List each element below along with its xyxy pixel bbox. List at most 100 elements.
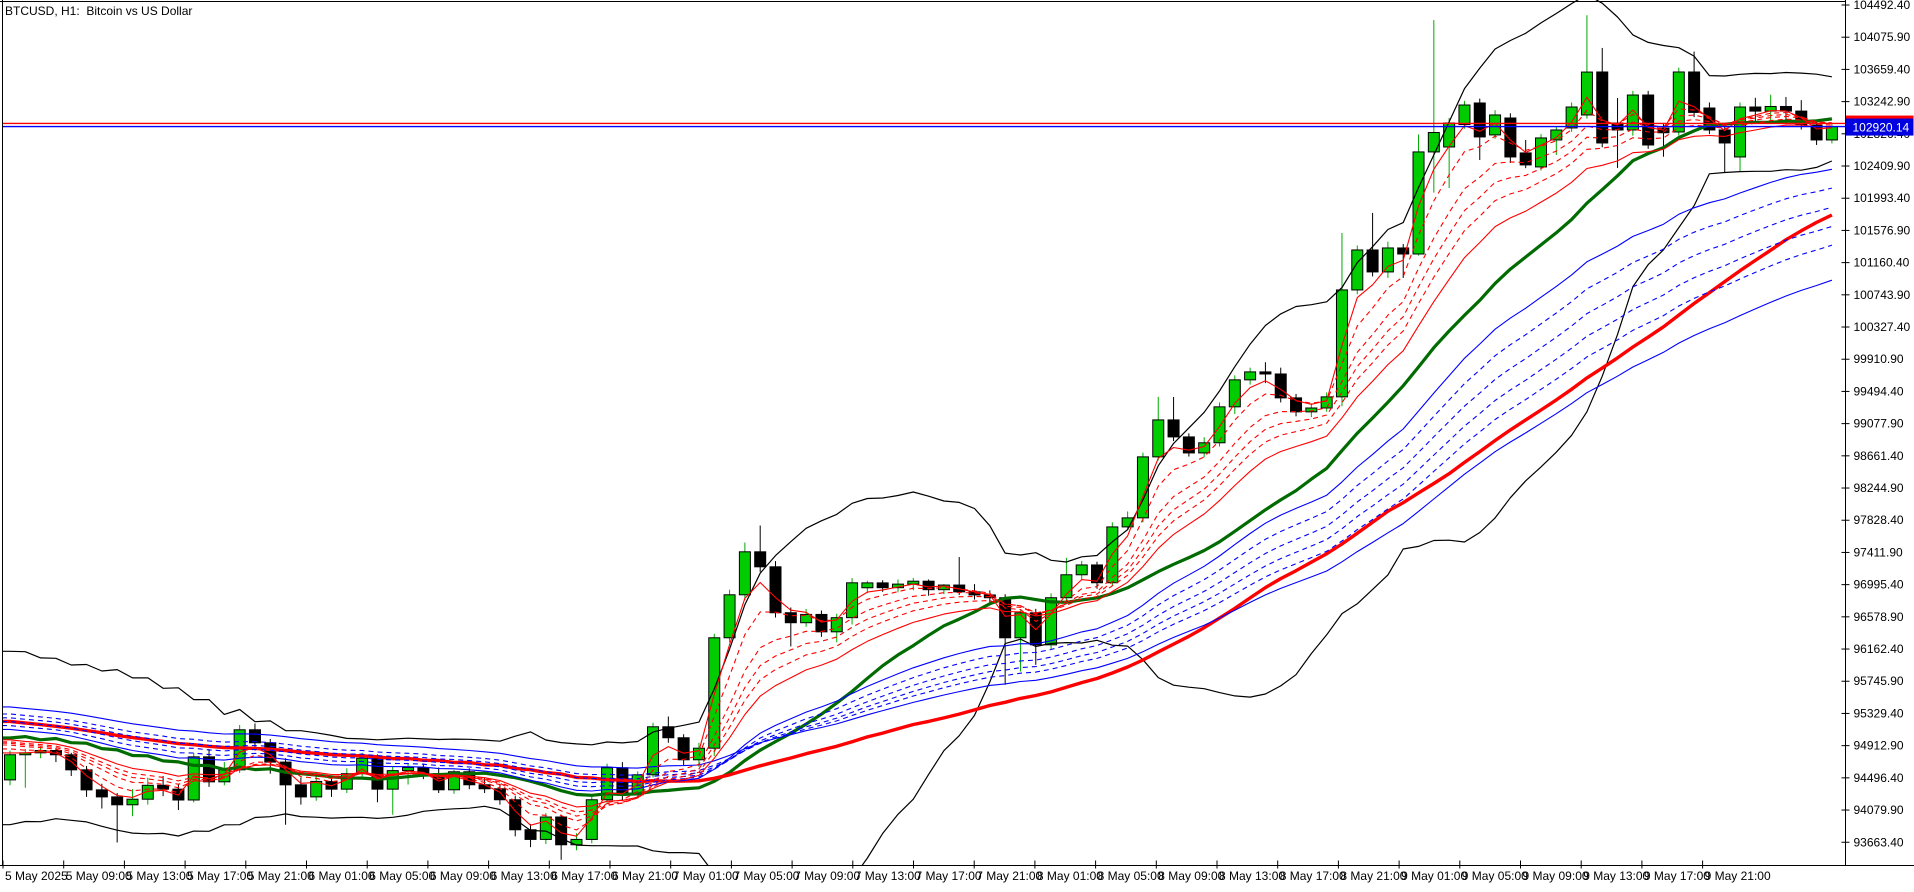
price-tick-label: 94079.90 [1854,803,1904,817]
time-tick-label: 9 May 21:00 [1705,869,1771,883]
candle-bear [1718,125,1731,173]
bollinger-mid-sma20-line [2,117,1833,797]
time-tick-label: 6 May 01:00 [309,869,375,883]
sma-slow-line [2,213,1833,784]
candle-bear [1397,243,1410,278]
time-tick-label: 6 May 21:00 [612,869,678,883]
candle-bull [310,772,323,801]
candle-bear [1274,367,1287,403]
time-tick-label: 7 May 21:00 [976,869,1042,883]
time-tick-label: 8 May 01:00 [1037,869,1103,883]
time-tick-label: 9 May 17:00 [1644,869,1710,883]
candle-bear [1810,121,1823,145]
candle-bull [723,589,736,643]
candle-bear [922,579,935,596]
price-tick-label: 94912.90 [1854,739,1904,753]
price-tick-label: 100743.90 [1854,288,1911,302]
candle-bear [157,776,170,797]
time-tick-label: 6 May 13:00 [491,869,557,883]
candle-bull [738,542,751,600]
price-tick-label: 99494.40 [1854,384,1904,398]
bollinger-lower-line [2,160,1833,866]
time-tick-label: 5 May 13:00 [126,869,192,883]
candle-bear [815,610,828,637]
candle-bear [294,777,307,805]
candle-bull [1734,102,1747,172]
candle-bear [1611,97,1624,168]
candle-bull [1580,15,1593,119]
candle-bear [1366,212,1379,277]
time-tick-label: 7 May 17:00 [916,869,982,883]
time-tick-label: 5 May 21:00 [248,869,314,883]
bollinger-bands [2,0,1833,866]
price-tick-label: 104075.90 [1854,30,1911,44]
candle-bull [1152,396,1165,461]
bid-badge-text: 102920.14 [1853,121,1910,135]
bid-badge-rect [1846,118,1914,136]
candle-bull [1381,241,1394,278]
candle-bear [1167,397,1180,442]
time-tick-label: 7 May 05:00 [733,869,799,883]
candle-bear [1091,561,1104,589]
candle-bear [1473,98,1486,160]
time-tick-label: 6 May 05:00 [369,869,435,883]
candle-bear [1642,90,1655,149]
time-tick-label: 8 May 05:00 [1098,869,1164,883]
candle-bull [1351,245,1364,295]
candle-bull [1764,94,1777,121]
candle-bull [1550,126,1563,155]
bollinger-upper-line [2,0,1833,746]
candle-bear [1519,139,1532,169]
candle-bull [1305,403,1318,418]
time-tick-label: 9 May 05:00 [1462,869,1528,883]
plot-area[interactable] [2,0,1846,892]
candle-bear [662,716,675,743]
candle-bull [1075,560,1088,580]
price-tick-label: 103659.40 [1854,62,1911,76]
time-tick-label: 7 May 13:00 [855,869,921,883]
price-tick-label: 96995.40 [1854,578,1904,592]
time-tick-label: 5 May 17:00 [187,869,253,883]
candle-bull [1565,102,1578,132]
time-tick-label: 9 May 13:00 [1583,869,1649,883]
candle-bear [524,823,537,848]
time-tick-label: 8 May 21:00 [1340,869,1406,883]
price-tick-label: 96162.40 [1854,642,1904,656]
candle-bear [1504,113,1517,163]
candle-bear [493,783,506,805]
candles-layer [4,15,1838,860]
price-tick-label: 99077.90 [1854,417,1904,431]
price-tick-label: 101993.40 [1854,191,1911,205]
price-lines [2,122,1846,128]
time-tick-label: 7 May 09:00 [794,869,860,883]
price-tick-label: 95745.90 [1854,674,1904,688]
price-tick-label: 98661.40 [1854,449,1904,463]
candle-bull [539,813,552,845]
candle-bull [1535,134,1547,171]
candle-bull [1458,100,1471,129]
price-tick-label: 97411.90 [1854,545,1903,559]
candle-bull [1335,232,1348,407]
candle-bear [111,793,124,843]
chart-title: BTCUSD, H1: Bitcoin vs US Dollar [5,4,193,18]
candle-bull [1489,110,1502,139]
candle-bull [861,580,874,594]
price-axis[interactable]: 104492.40104075.90103659.40103242.901028… [1841,0,1911,866]
chart-border [0,0,1846,866]
time-tick-label: 9 May 09:00 [1523,869,1589,883]
time-tick-label: 9 May 01:00 [1401,869,1467,883]
time-tick-label: 8 May 13:00 [1219,869,1285,883]
gmma-short-ribbon [2,96,1832,837]
price-tick-label: 97828.40 [1854,513,1904,527]
candle-bull [1244,367,1257,385]
price-tick-label: 103242.90 [1854,95,1911,109]
candle-bull [1427,20,1440,193]
time-tick-label: 7 May 01:00 [673,869,739,883]
candle-bear [95,783,108,809]
time-tick-label: 8 May 17:00 [1280,869,1346,883]
time-tick-label: 8 May 09:00 [1158,869,1224,883]
price-tick-label: 98244.90 [1854,481,1904,495]
